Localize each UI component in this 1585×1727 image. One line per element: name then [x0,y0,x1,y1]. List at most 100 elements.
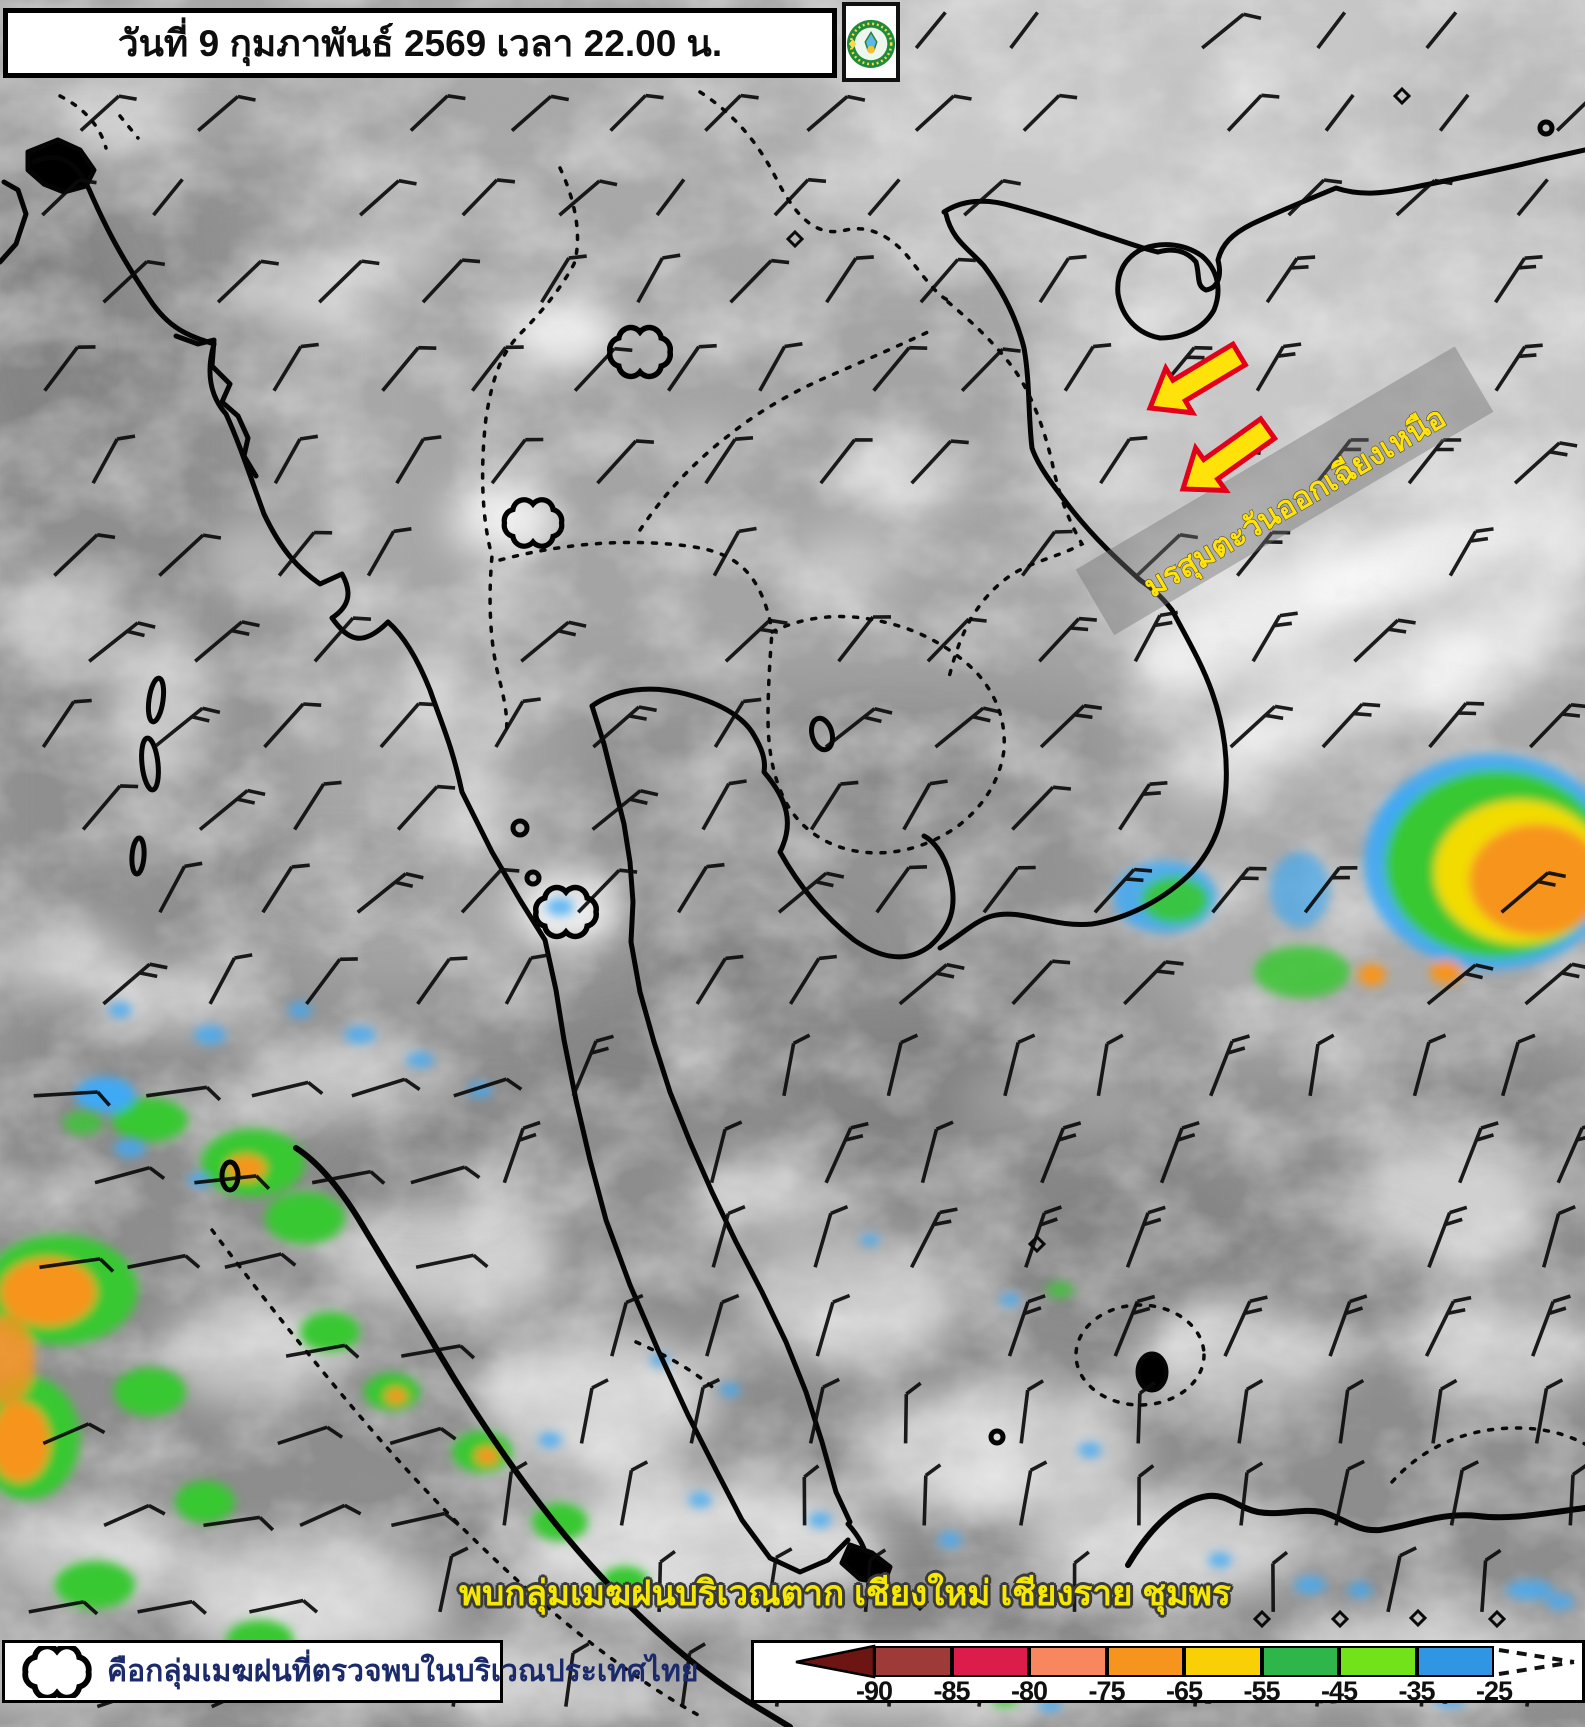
wind-barb-icon [198,788,266,831]
wind-barb-icon [825,255,874,304]
wind-barb-icon [1412,1033,1447,1097]
wind-barb-icon [1555,101,1585,132]
wind-barb-icon [963,178,1022,217]
wind-barb-icon [712,526,757,577]
wind-barb-icon [1524,962,1585,1006]
wind-barb-icon [1072,1550,1090,1612]
colorbar-right-dashed-arrow [1498,1648,1575,1676]
wind-barb-icon [94,1165,166,1185]
wind-barb-icon [158,861,203,914]
wind-barb-icon [1353,618,1416,663]
wind-barb-icon [808,1377,840,1444]
wind-barb-icon [815,1293,851,1357]
wind-barb-icon [875,865,928,914]
wind-barb-icon [313,616,372,663]
wind-barb-icon [920,1120,954,1184]
wind-barb-icon [655,178,686,217]
wind-barb-icon [914,94,972,132]
colorbar-tick-label: -55 [1243,1676,1280,1706]
wind-barb-icon [305,957,358,1005]
colorbar-tick-label: -25 [1475,1676,1513,1706]
wind-barb-icon [461,178,516,217]
colorbar-segment [1261,1646,1339,1677]
wind-barb-icon [41,698,92,749]
wind-barb-icon [1235,530,1291,577]
wind-barb-icon [88,621,156,663]
wind-barb-icon [381,345,437,392]
wind-barb-icon [273,434,319,485]
wind-barb-icon [934,706,1002,749]
wind-barb-icon [470,345,524,392]
date-banner-text: วันที่ 9 กุมภาพันธ์ 2569 เวลา 22.00 น. [117,22,723,64]
wind-barb-icon [28,1600,99,1616]
wind-barb-icon [705,1293,740,1357]
wind-barb-icon [1038,254,1087,304]
wind-barb-icon [819,438,873,485]
wind-barb-icon [1271,1550,1289,1612]
wind-barb-icon [494,697,541,748]
wind-barb-icon [1137,1464,1155,1526]
wind-barb-icon [318,259,380,304]
wind-barb-icon [1039,703,1103,749]
wind-barb-icon [1395,178,1453,217]
wind-barb-icon [910,439,969,485]
wind-barb-icon [558,179,618,217]
wind-barb-icon [1315,438,1369,485]
wind-barb-icon [926,617,987,663]
wind-barb-icon [410,1165,481,1185]
wind-barb-icon [788,954,837,1005]
wind-barb-icon [709,1120,743,1184]
wind-barb-icon [571,1034,614,1097]
wind-barb-icon [39,1257,115,1273]
wind-barb-icon [379,701,437,749]
wind-barb-icon [1136,1381,1156,1444]
wind-barb-icon [1251,611,1298,663]
wind-barb-icon [1226,93,1280,132]
wind-barb-icon [1211,866,1267,914]
wind-barb-icon [806,94,866,132]
wind-barb-icon [837,615,892,663]
wind-barb-icon [1529,703,1585,749]
wind-barb-icon [438,1546,469,1613]
monsoon-band [1075,346,1494,636]
wind-barb-icon [676,862,725,914]
wind-barb-icon [713,697,762,748]
wind-barb-icon [1386,1546,1417,1613]
wind-barb-icon [460,867,520,914]
wind-barb-icon [1159,1120,1200,1184]
wind-barb-icon [1237,1378,1264,1444]
wind-barb-icon [102,962,168,1006]
wind-barb-icon [194,620,260,663]
wind-barb-icon [91,434,136,485]
wind-barb-icon [510,94,570,132]
wind-barb-icon [724,618,788,663]
wind-barb-icon [1019,1460,1048,1526]
wind-barb-icon [960,347,1021,392]
wind-barb-icon [1063,343,1112,392]
wind-barb-icon [1427,1205,1468,1268]
wind-barb-icon [42,1422,106,1446]
wind-barb-icon [1223,1295,1268,1357]
wind-barb-icon [249,1598,319,1614]
colorbar-segment [1184,1646,1262,1677]
wind-barb-icon [680,1642,707,1707]
wind-barb-icon [146,1085,222,1102]
wind-barb-icon [137,1599,207,1615]
wind-barb-icon [619,1460,649,1526]
colorbar-tick-label: -80 [1010,1676,1048,1706]
wind-barb-icon [704,93,759,132]
wind-barb-icon [351,1077,421,1098]
wind-barb-icon [1303,866,1358,914]
wind-barb-icon [194,1174,271,1191]
wind-barb-icon [502,1461,528,1526]
wind-barb-icon [809,780,859,831]
wind-barb-icon [285,1343,360,1359]
wind-barb-icon [540,254,587,304]
coastlines [0,119,1585,1727]
wind-barb-icon [704,436,754,485]
wind-barb-icon [872,345,928,392]
wind-barb-icon [158,533,222,577]
wind-barb-icon [564,1642,590,1707]
wind-barb-icon [311,1169,386,1185]
